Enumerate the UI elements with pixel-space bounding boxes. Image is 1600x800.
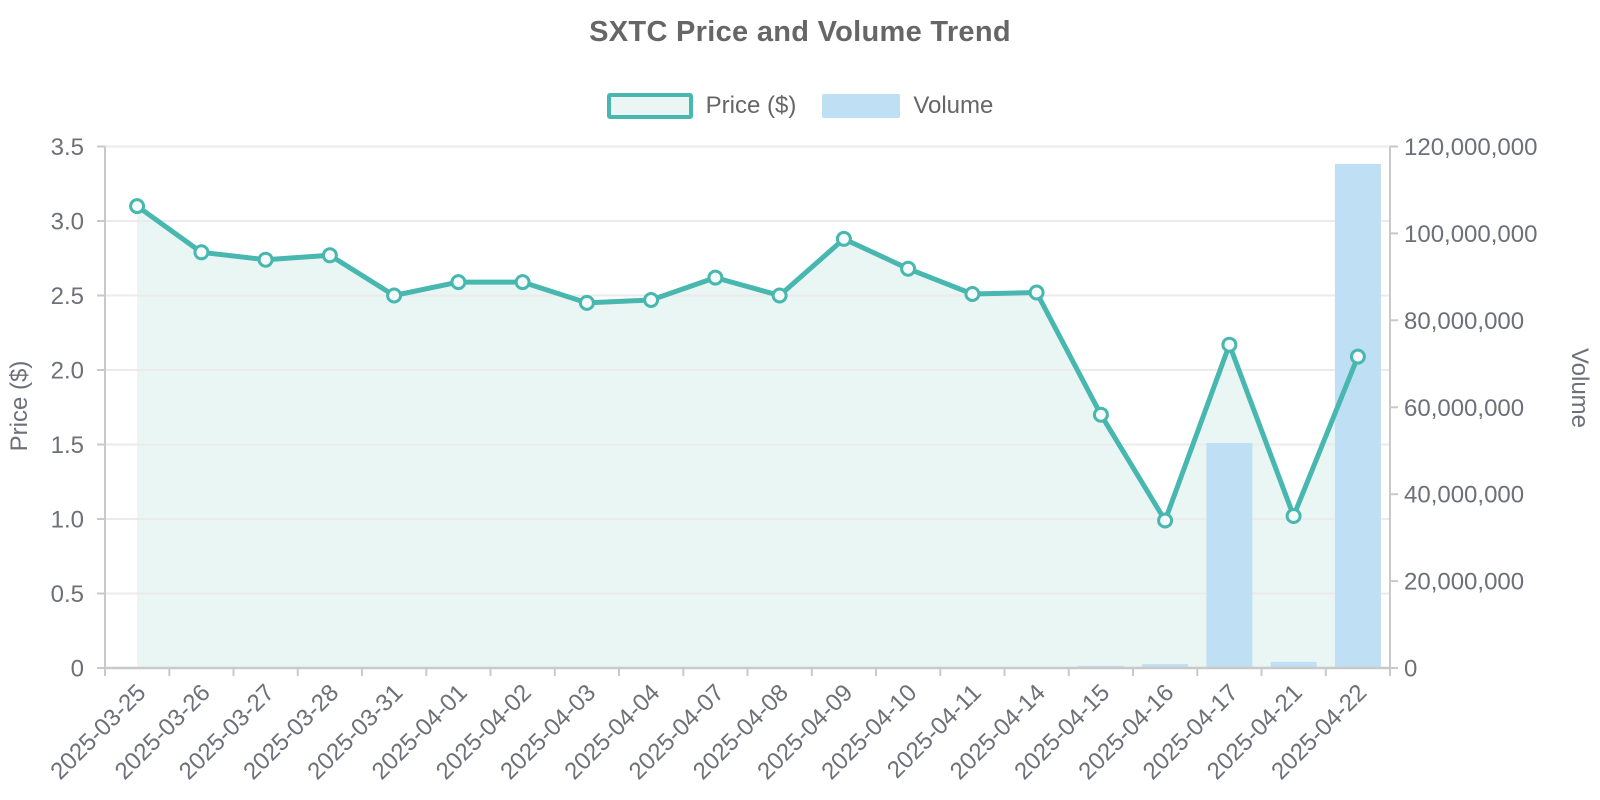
y-axis-label-right: 120,000,000	[1404, 134, 1537, 161]
legend-item-price[interactable]: Price ($)	[606, 92, 797, 120]
axis-name-right: Volume	[1566, 348, 1593, 428]
y-axis-label-right: 60,000,000	[1404, 395, 1524, 422]
y-axis-label-left: 2.0	[51, 358, 84, 385]
price-area	[137, 206, 1358, 668]
price-marker[interactable]	[129, 198, 146, 215]
volume-bar[interactable]	[1142, 664, 1189, 668]
volume-bar[interactable]	[1334, 163, 1381, 668]
legend-item-volume[interactable]: Volume	[822, 92, 993, 120]
price-marker[interactable]	[193, 244, 210, 261]
price-legend-label: Price ($)	[705, 92, 797, 119]
price-marker[interactable]	[321, 247, 338, 264]
y-axis-label-left: 0	[71, 656, 84, 683]
price-line	[134, 203, 1361, 523]
volume-bar[interactable]	[1206, 442, 1253, 668]
y-axis-label-left: 1.5	[51, 432, 84, 459]
legend: Price ($) Volume	[0, 92, 1600, 120]
price-marker[interactable]	[514, 274, 531, 291]
price-marker[interactable]	[450, 274, 467, 291]
price-marker[interactable]	[578, 294, 595, 311]
axis-name-left: Price ($)	[6, 361, 33, 452]
y-axis-label-right: 0	[1404, 656, 1417, 683]
price-marker[interactable]	[1221, 336, 1238, 353]
volume-legend-label: Volume	[913, 92, 994, 119]
price-marker[interactable]	[1157, 512, 1174, 529]
volume-legend-swatch	[822, 94, 901, 118]
price-marker[interactable]	[964, 286, 981, 302]
chart-title: SXTC Price and Volume Trend	[589, 16, 1011, 48]
price-marker[interactable]	[835, 230, 852, 247]
price-marker[interactable]	[707, 269, 724, 286]
price-marker[interactable]	[1092, 406, 1109, 423]
price-marker[interactable]	[257, 251, 274, 268]
price-marker[interactable]	[771, 287, 788, 304]
volume-bar[interactable]	[1270, 661, 1317, 668]
price-marker[interactable]	[900, 260, 917, 277]
price-marker[interactable]	[643, 292, 660, 308]
y-axis-label-left: 3.0	[51, 209, 84, 236]
y-axis-label-right: 20,000,000	[1404, 569, 1524, 596]
price-legend-swatch	[606, 93, 693, 119]
y-axis-label-right: 80,000,000	[1404, 308, 1524, 335]
y-axis-label-left: 1.0	[51, 507, 84, 534]
y-axis-label-left: 0.5	[51, 581, 84, 608]
y-axis-label-right: 100,000,000	[1404, 221, 1537, 248]
price-marker[interactable]	[1285, 508, 1302, 524]
y-axis-label-left: 2.5	[51, 283, 84, 310]
price-marker[interactable]	[386, 287, 403, 304]
y-axis-label-right: 40,000,000	[1404, 482, 1524, 509]
price-marker[interactable]	[1349, 348, 1366, 365]
price-marker[interactable]	[1028, 284, 1045, 301]
y-axis-label-left: 3.5	[51, 134, 84, 161]
